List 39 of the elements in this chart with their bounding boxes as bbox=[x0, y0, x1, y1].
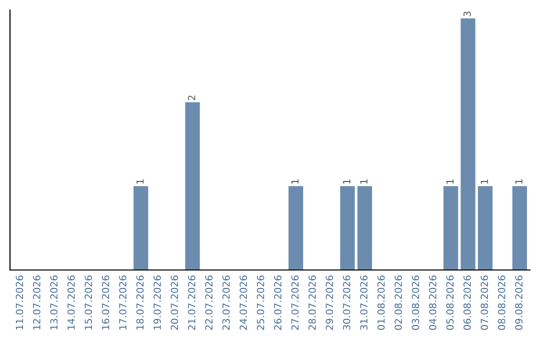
x-tick-label: 14.07.2026 bbox=[67, 275, 75, 330]
x-tick-label: 25.07.2026 bbox=[256, 275, 264, 330]
x-tick-label: 19.07.2026 bbox=[154, 275, 161, 330]
data-label: 1 bbox=[446, 179, 454, 184]
x-tick-label: 04.08.2026 bbox=[429, 275, 436, 330]
x-tick-label: 20.07.2026 bbox=[170, 275, 178, 330]
x-tick-label: 07.08.2026 bbox=[480, 275, 488, 330]
data-label: 1 bbox=[360, 179, 368, 184]
data-label: 2 bbox=[188, 96, 196, 100]
x-tick-label: 06.08.2026 bbox=[463, 275, 471, 330]
data-label: 1 bbox=[515, 179, 522, 184]
x-tick-label: 23.07.2026 bbox=[222, 275, 230, 330]
x-tick-label: 31.07.2026 bbox=[360, 275, 368, 330]
x-tick-label: 27.07.2026 bbox=[291, 275, 299, 330]
x-tick-label: 18.07.2026 bbox=[136, 275, 144, 330]
x-tick-label: 21.07.2026 bbox=[188, 275, 196, 330]
data-label: 1 bbox=[343, 179, 350, 184]
x-tick-label: 15.07.2026 bbox=[84, 275, 92, 330]
x-tick-label: 05.08.2026 bbox=[446, 275, 454, 330]
data-label: 3 bbox=[463, 12, 471, 16]
x-tick-label: 24.07.2026 bbox=[240, 275, 247, 330]
x-tick-label: 11.07.2026 bbox=[16, 275, 24, 330]
x-tick-label: 30.07.2026 bbox=[342, 275, 350, 330]
data-label: 1 bbox=[480, 179, 488, 184]
x-tick-label: 28.07.2026 bbox=[308, 275, 316, 330]
x-tick-label: 13.07.2026 bbox=[50, 275, 58, 330]
x-tick-label: 09.08.2026 bbox=[515, 275, 522, 330]
x-tick-label: 16.07.2026 bbox=[102, 275, 110, 330]
x-tick-label: 01.08.2026 bbox=[377, 275, 385, 330]
x-tick-label: 02.08.2026 bbox=[394, 275, 402, 330]
x-tick-label: 17.07.2026 bbox=[119, 275, 126, 330]
x-tick-label: 22.07.2026 bbox=[205, 275, 213, 330]
x-tick-label: 26.07.2026 bbox=[274, 275, 282, 330]
x-tick-label: 12.07.2026 bbox=[33, 275, 40, 330]
x-tick-label: 08.08.2026 bbox=[498, 275, 506, 330]
data-label: 1 bbox=[136, 179, 144, 184]
x-tick-label: 29.07.2026 bbox=[326, 275, 334, 330]
x-tick-label: 03.08.2026 bbox=[412, 275, 420, 330]
data-label: 1 bbox=[291, 179, 299, 184]
